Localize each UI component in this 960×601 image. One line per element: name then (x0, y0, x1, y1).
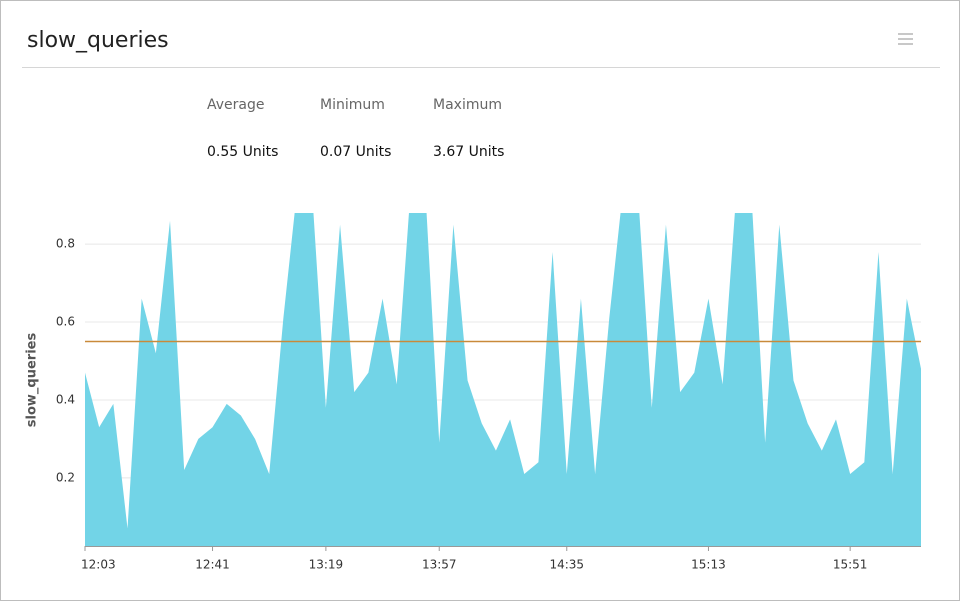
y-axis-label: slow_queries (25, 333, 40, 428)
y-tick-label: 0.4 (56, 392, 75, 406)
x-tick-label: 14:35 (549, 558, 584, 572)
stat-label: Maximum (433, 97, 502, 113)
x-tick-label: 13:19 (309, 558, 344, 572)
widget-title: slow_queries (27, 28, 169, 53)
stat-label: Average (207, 97, 265, 113)
stat-value: 0.07 Units (320, 144, 391, 160)
plot (85, 213, 921, 546)
area (85, 213, 921, 546)
x-tick-label: 15:51 (833, 558, 868, 572)
x-tick-label: 12:03 (81, 558, 116, 572)
menu-icon[interactable] (898, 33, 913, 45)
y-tick-label: 0.6 (56, 315, 75, 329)
stat-value: 0.55 Units (207, 144, 278, 160)
y-tick-label: 0.8 (56, 237, 75, 251)
x-tick-label: 13:57 (422, 558, 457, 572)
y-tick-label: 0.2 (56, 470, 75, 484)
x-tick-label: 15:13 (691, 558, 726, 572)
stat-label: Minimum (320, 97, 385, 113)
x-tick-label: 12:41 (195, 558, 230, 572)
stat-value: 3.67 Units (433, 144, 504, 160)
